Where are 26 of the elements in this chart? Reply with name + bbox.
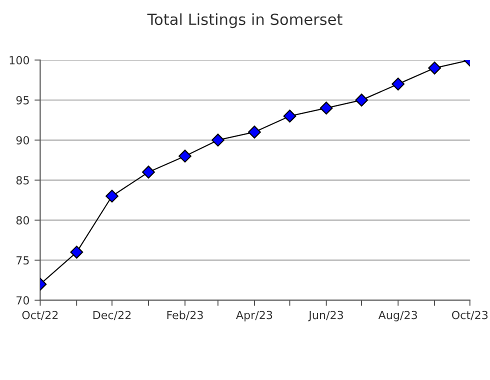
point [355, 94, 368, 107]
y-tick-label: 80 [16, 216, 30, 225]
x-tick-label: Aug/23 [378, 310, 417, 322]
point [178, 150, 192, 163]
y-tick-label: 90 [16, 136, 30, 144]
point [392, 78, 405, 91]
point [70, 246, 84, 259]
x-tick-label: Oct/23 [452, 310, 488, 320]
x-tick-label: Dec/22 [93, 310, 131, 320]
x-tick-label: Feb/23 [167, 310, 203, 320]
point [283, 110, 296, 123]
point [212, 134, 224, 147]
point [248, 126, 261, 139]
point [106, 190, 118, 203]
y-tick-label: 85 [16, 176, 29, 184]
y-tick-label: 70 [16, 296, 30, 305]
y-tick-label: 95 [16, 96, 29, 104]
chart-title: Total Listings in Somerset [147, 13, 342, 28]
y-tick-label: 100 [10, 56, 30, 64]
point [428, 62, 442, 74]
x-tick-label: Oct/22 [22, 310, 58, 320]
point [142, 166, 155, 179]
y-tick-label: 75 [16, 256, 29, 265]
x-tick-label: Jun/23 [308, 310, 344, 322]
point [320, 102, 333, 115]
x-tick-label: Apr/23 [236, 310, 272, 322]
